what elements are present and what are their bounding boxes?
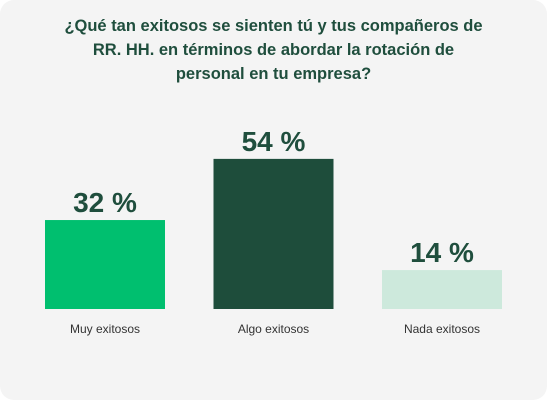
value-label-3: 14 %	[410, 237, 474, 268]
value-label-1: 32 %	[73, 187, 137, 218]
chart-title: ¿Qué tan exitosos se sienten tú y tus co…	[40, 14, 507, 86]
chart-title-line-3: personal en tu empresa?	[175, 65, 372, 83]
bar-3	[382, 270, 502, 309]
category-label-3: Nada exitosos	[404, 322, 480, 336]
category-label-2: Algo exitosos	[238, 322, 309, 336]
bar-1	[45, 220, 165, 309]
bar-2	[213, 158, 334, 309]
chart-title-line-2: RR. HH. en términos de abordar la rotaci…	[92, 41, 455, 59]
chart-title-line-1: ¿Qué tan exitosos se sienten tú y tus co…	[64, 17, 483, 35]
category-label-1: Muy exitosos	[70, 322, 140, 336]
value-label-2: 54 %	[242, 126, 306, 157]
